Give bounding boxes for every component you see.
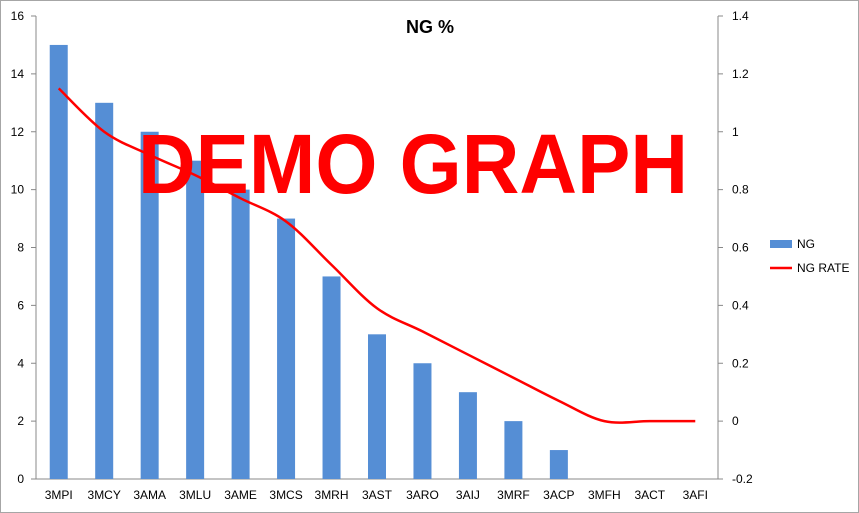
x-tick-label: 3MCS — [269, 488, 302, 502]
bar-3ACP — [549, 450, 568, 479]
y-right-tick-label: 0.2 — [732, 356, 749, 370]
x-tick-label: 3ARO — [406, 488, 439, 502]
y-left-tick-label: 8 — [17, 241, 24, 255]
chart-title: NG % — [406, 17, 454, 37]
legend-label-ng: NG — [797, 237, 815, 251]
legend-label-ng-rate: NG RATE — [797, 261, 849, 275]
y-left-tick-label: 6 — [17, 298, 24, 312]
y-left-tick-label: 10 — [11, 183, 25, 197]
y-left-tick-label: 16 — [11, 9, 25, 23]
bar-3ARO — [413, 363, 432, 479]
y-left-axis: 0 2 4 6 8 10 12 14 16 — [11, 9, 36, 486]
bar-3AIJ — [458, 392, 477, 479]
x-tick-label: 3MRF — [497, 488, 530, 502]
bar-3AME — [231, 189, 250, 479]
bar-3MRF — [504, 421, 523, 479]
legend-swatch-ng — [770, 240, 792, 248]
y-left-tick-label: 12 — [11, 125, 25, 139]
bar-series — [49, 44, 568, 479]
y-right-tick-label: 1.4 — [732, 9, 749, 23]
x-tick-label: 3AME — [224, 488, 257, 502]
x-tick-label: 3ACP — [543, 488, 574, 502]
x-tick-label: 3MLU — [179, 488, 211, 502]
y-left-tick-label: 0 — [17, 472, 24, 486]
x-tick-label: 3MCY — [88, 488, 121, 502]
bar-3MRH — [322, 276, 341, 479]
bar-3MCS — [277, 218, 296, 479]
bar-3AST — [368, 334, 386, 479]
bar-3AMA — [140, 131, 159, 479]
x-tick-label: 3MPI — [45, 488, 73, 502]
y-right-tick-label: 0.6 — [732, 241, 749, 255]
legend: NG NG RATE — [770, 237, 849, 275]
y-right-axis: -0.2 0 0.2 0.4 0.6 0.8 1 1.2 1.4 — [718, 9, 753, 486]
x-axis: 3MPI 3MCY 3AMA 3MLU 3AME 3MCS 3MRH 3AST 3ARO 3AIJ… — [45, 488, 708, 502]
y-right-tick-label: 1 — [732, 125, 739, 139]
bar-3MLU — [186, 160, 205, 479]
x-tick-label: 3ACT — [634, 488, 665, 502]
y-right-tick-label: 1.2 — [732, 67, 749, 81]
y-left-tick-label: 14 — [11, 67, 25, 81]
y-left-tick-label: 2 — [17, 414, 24, 428]
y-right-tick-label: 0.8 — [732, 183, 749, 197]
watermark-text: DEMO GRAPH — [138, 117, 688, 211]
bar-3MPI — [49, 44, 68, 479]
y-right-tick-label: -0.2 — [732, 472, 753, 486]
y-left-tick-label: 4 — [17, 356, 24, 370]
bar-3MCY — [95, 102, 114, 479]
x-tick-label: 3AMA — [133, 488, 166, 502]
ng-rate-line — [57, 87, 696, 424]
x-tick-label: 3AFI — [683, 488, 708, 502]
x-tick-label: 3AIJ — [456, 488, 480, 502]
y-right-tick-label: 0.4 — [732, 298, 749, 312]
x-tick-label: 3AST — [362, 488, 393, 502]
x-tick-label: 3MRH — [315, 488, 349, 502]
x-tick-label: 3MFH — [588, 488, 621, 502]
y-right-tick-label: 0 — [732, 414, 739, 428]
